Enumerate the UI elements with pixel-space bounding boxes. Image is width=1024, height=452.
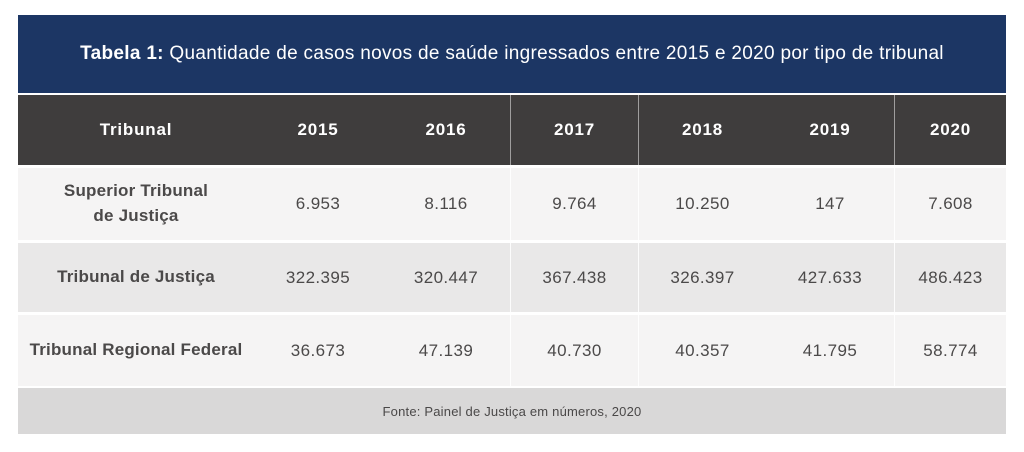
header-cell-2019: 2019 [809,120,851,139]
value-cell-2020: 7.608 [894,168,1006,240]
table-title-text: Quantidade de casos novos de saúde ingre… [163,43,944,64]
table-row-tribunal-de-justica: Tribunal de Justiça 322.395 320.447 367.… [18,243,1006,312]
source-text: Fonte: Painel de Justiça em números, 202… [382,403,642,419]
header-cell-tribunal: Tribunal [99,120,173,139]
value-cell-2016: 47.139 [418,340,474,360]
value-cell-2015: 6.953 [295,194,341,213]
row-label: Superior Tribunal de Justiça [18,168,254,240]
header-cell-2020: 2020 [894,95,1006,165]
value-cell-2018: 326.397 [638,243,766,312]
row-label-line-1: Tribunal Regional Federal [29,340,243,360]
value-cell-2017: 40.730 [510,315,638,386]
value-cell-2016: 8.116 [424,194,468,213]
value-cell-2015: 322.395 [285,267,351,287]
value-cell-2018: 40.357 [638,315,766,386]
table-title-bar: Tabela 1: Quantidade de casos novos de s… [18,15,1006,93]
value-cell-2020: 58.774 [894,315,1006,386]
row-label-line-1: Tribunal de Justiça [57,267,215,287]
value-cell-2017: 367.438 [510,243,638,312]
table-card: Tabela 1: Quantidade de casos novos de s… [18,15,1006,434]
row-label-line-1: Superior Tribunal [63,181,209,201]
value-cell-2020: 486.423 [894,243,1006,312]
value-cell-2019: 147 [815,194,845,213]
row-label-line-2: de Justiça [93,206,179,225]
table-header-row: Tribunal 2015 2016 2017 2018 2019 2020 [18,95,1006,165]
value-cell-2019: 41.795 [802,340,858,360]
header-cell-2018: 2018 [638,95,766,165]
header-cell-2015: 2015 [297,120,339,139]
value-cell-2018: 10.250 [638,168,766,240]
value-cell-2015: 36.673 [290,340,346,360]
value-cell-2017: 9.764 [510,168,638,240]
table-source-bar: Fonte: Painel de Justiça em números, 202… [18,388,1006,434]
table-row-tribunal-regional-federal: Tribunal Regional Federal 36.673 47.139 … [18,315,1006,386]
header-cell-2016: 2016 [425,120,467,139]
value-cell-2016: 320.447 [413,267,479,287]
table-title-prefix: Tabela 1: [80,43,164,64]
row-label: Tribunal Regional Federal [18,315,254,386]
value-cell-2019: 427.633 [797,267,863,287]
table-row-superior-tribunal-de-justica: Superior Tribunal de Justiça 6.953 8.116… [18,168,1006,240]
header-cell-2017: 2017 [510,95,638,165]
row-label: Tribunal de Justiça [18,243,254,312]
